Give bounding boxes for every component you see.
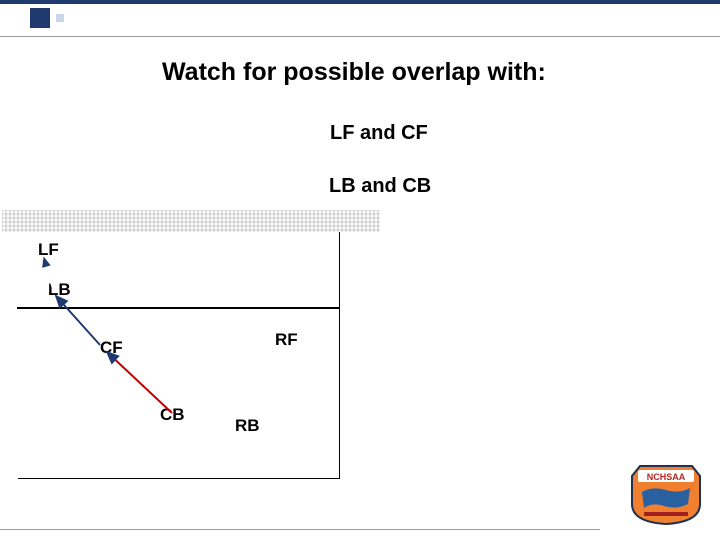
position-label-lf: LF xyxy=(38,240,59,260)
court-outline xyxy=(18,232,340,479)
bottom-horizontal-rule xyxy=(0,529,600,530)
position-label-rf: RF xyxy=(275,330,298,350)
overlap-bullet-2: LB and CB xyxy=(329,175,431,198)
slide-top-border xyxy=(0,0,720,4)
accent-square-small xyxy=(56,14,64,22)
position-label-lb: LB xyxy=(48,280,71,300)
position-label-rb: RB xyxy=(235,416,260,436)
nchsaa-logo: NCHSAA xyxy=(630,464,702,526)
court-net-line xyxy=(17,307,340,309)
position-label-cf: CF xyxy=(100,338,123,358)
overlap-bullet-1: LF and CF xyxy=(330,122,428,145)
top-horizontal-rule xyxy=(0,36,720,37)
slide-title: Watch for possible overlap with: xyxy=(162,58,546,87)
logo-text: NCHSAA xyxy=(647,472,686,482)
position-label-cb: CB xyxy=(160,405,185,425)
hatch-strip xyxy=(2,210,380,232)
accent-square-large xyxy=(30,8,50,28)
